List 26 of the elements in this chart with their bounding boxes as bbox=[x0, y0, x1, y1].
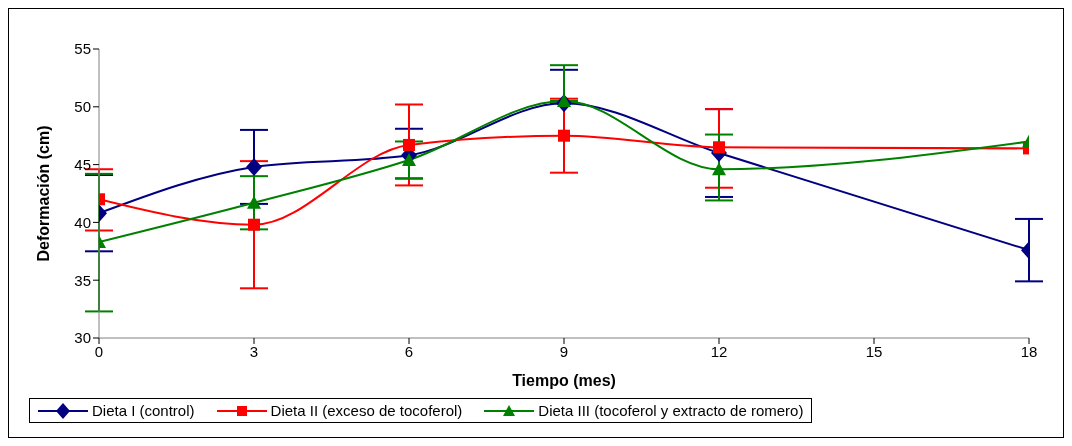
point bbox=[247, 195, 261, 209]
point bbox=[248, 218, 260, 231]
y-tick-label: 45 bbox=[74, 155, 91, 173]
point bbox=[713, 141, 725, 154]
point bbox=[246, 157, 262, 176]
y-tick-label: 55 bbox=[74, 40, 91, 58]
x-tick-label: 0 bbox=[94, 342, 104, 360]
x-tick-label: 18 bbox=[1020, 342, 1038, 360]
x-tick-label: 3 bbox=[249, 342, 259, 360]
point bbox=[558, 129, 570, 142]
x-axis-title: Tiempo (mes) bbox=[512, 372, 616, 389]
y-axis-title: Deformación (cm) bbox=[34, 125, 52, 262]
y-tick-label: 35 bbox=[74, 271, 91, 289]
point bbox=[403, 138, 415, 151]
legend-label: Dieta III (tocoferol y extracto de romero) bbox=[538, 402, 804, 419]
x-tick-label: 12 bbox=[710, 342, 728, 360]
point bbox=[712, 162, 726, 176]
x-tick-label: 6 bbox=[404, 342, 414, 360]
y-tick-label: 30 bbox=[74, 329, 91, 347]
point bbox=[402, 152, 416, 166]
y-tick-label: 40 bbox=[74, 213, 91, 231]
legend-label: Dieta II (exceso de tocoferol) bbox=[270, 402, 463, 419]
x-tick-label: 15 bbox=[865, 342, 883, 360]
legend-label: Dieta I (control) bbox=[92, 402, 195, 419]
y-tick-label: 50 bbox=[74, 98, 91, 116]
x-tick-label: 9 bbox=[559, 342, 569, 360]
